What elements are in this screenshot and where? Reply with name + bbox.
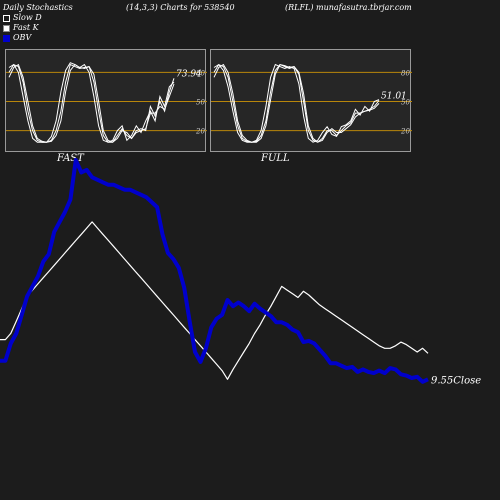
full-series-line-0 [213,63,380,143]
obv-chart-series-line-0 [0,158,429,384]
full-series-line-2 [213,63,380,143]
chart-header-center: (14,3,3) Charts for 538540 [126,3,235,12]
legend-label-obv: OBV [13,33,32,42]
chart-header-left: Daily Stochastics [3,3,73,12]
full-ytick-50: 50 [401,99,410,107]
fast-last-value-label: 73.94 [176,69,202,79]
legend-entry-fast-k: Fast K [3,23,42,33]
full-last-value-label: 51.01 [381,92,407,102]
full-stochastic-chart: 20 50 80 51.01 [211,63,412,143]
obv-close-label: 9.55Close [431,375,481,386]
legend-entry-slow-d: Slow D [3,13,42,23]
fast-ytick-20: 20 [195,128,205,136]
fast-panel-label: FAST [57,153,84,164]
fast-ytick-80: 80 [196,69,205,77]
fast-series-line-2 [8,63,175,143]
legend-label-fast-k: Fast K [13,23,39,32]
fast-stochastic-panel: 20 50 80 73.94 [5,49,207,152]
chart-header-right: (RLFL) munafasutra.tbrjar.com [285,3,412,12]
full-ytick-80: 80 [401,69,410,77]
obv-chart-series-line-1 [0,221,429,380]
full-series-line-1 [213,63,380,143]
full-stochastic-panel: 20 50 80 51.01 [210,49,412,152]
fast-series-line-1 [8,62,175,143]
legend-swatch-slow-d [3,14,10,22]
full-ytick-20: 20 [400,128,410,136]
legend-label-slow-d: Slow D [13,13,42,22]
legend: Slow D Fast K OBV [3,13,42,43]
fast-ytick-50: 50 [196,99,205,107]
legend-swatch-fast-k [3,24,10,32]
full-panel-label: FULL [261,153,290,164]
legend-entry-obv: OBV [3,33,42,43]
legend-swatch-obv [3,34,10,42]
